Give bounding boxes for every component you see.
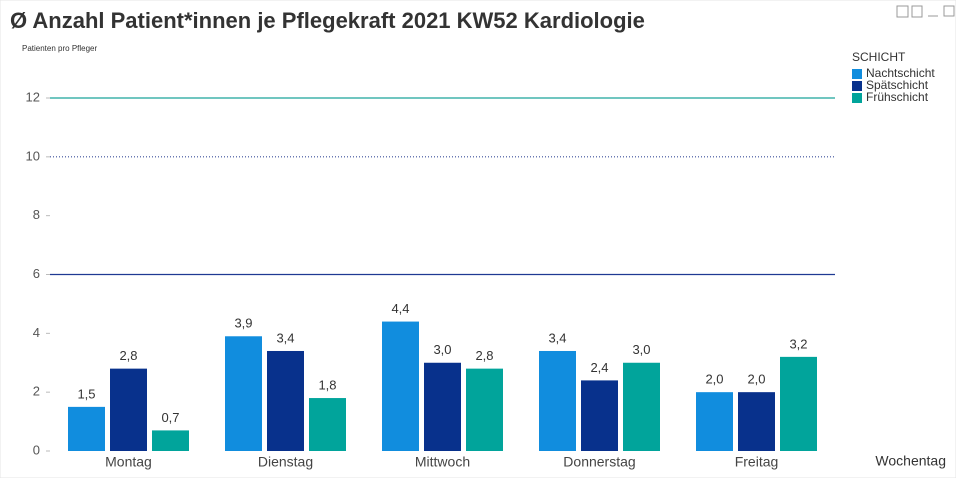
bar bbox=[780, 356, 817, 451]
data-label: 3,2 bbox=[789, 336, 807, 351]
legend-title: SCHICHT bbox=[852, 50, 906, 64]
bar bbox=[110, 368, 147, 451]
y-tick-label: 8 bbox=[33, 207, 40, 222]
y-tick-label: 6 bbox=[33, 266, 40, 281]
icon[interactable] bbox=[943, 5, 955, 17]
x-tick-label: Montag bbox=[105, 454, 152, 470]
y-tick-label: 10 bbox=[26, 148, 40, 163]
data-label: 2,4 bbox=[590, 360, 608, 375]
legend-label: Spätschicht bbox=[866, 78, 929, 92]
icon[interactable] bbox=[911, 5, 923, 18]
bar bbox=[225, 336, 262, 451]
bar bbox=[581, 380, 618, 451]
x-tick-label: Dienstag bbox=[258, 454, 313, 470]
bar bbox=[539, 350, 576, 451]
data-label: 2,0 bbox=[705, 372, 723, 387]
bar bbox=[696, 392, 733, 451]
data-label: 3,4 bbox=[548, 330, 566, 345]
bar bbox=[424, 362, 461, 451]
x-tick-label: Freitag bbox=[735, 454, 779, 470]
bar bbox=[267, 350, 304, 451]
y-tick-label: 2 bbox=[33, 384, 40, 399]
data-label: 0,7 bbox=[161, 410, 179, 425]
bar bbox=[152, 430, 189, 451]
data-label: 3,0 bbox=[433, 342, 451, 357]
toolbar bbox=[896, 5, 955, 18]
data-label: 4,4 bbox=[391, 301, 409, 316]
chart-title: Ø Anzahl Patient*innen je Pflegekraft 20… bbox=[10, 8, 645, 33]
bar bbox=[738, 392, 775, 451]
data-label: 1,8 bbox=[318, 377, 336, 392]
data-label: 3,9 bbox=[234, 316, 252, 331]
x-tick-label: Donnerstag bbox=[563, 454, 635, 470]
y-tick-label: 0 bbox=[33, 442, 40, 457]
bar bbox=[623, 362, 660, 451]
bar bbox=[466, 368, 503, 451]
legend-swatch bbox=[852, 81, 862, 91]
y-axis-label: Patienten pro Pfleger bbox=[22, 44, 97, 53]
legend-swatch bbox=[852, 69, 862, 79]
bar bbox=[382, 321, 419, 451]
x-axis-label: Wochentag bbox=[875, 453, 946, 469]
icon[interactable] bbox=[896, 5, 909, 18]
y-tick-label: 12 bbox=[26, 89, 40, 104]
legend-swatch bbox=[852, 93, 862, 103]
data-label: 2,8 bbox=[475, 348, 493, 363]
data-label: 3,4 bbox=[276, 330, 294, 345]
x-tick-label: Mittwoch bbox=[415, 454, 470, 470]
data-label: 2,8 bbox=[119, 348, 137, 363]
data-label: 3,0 bbox=[632, 342, 650, 357]
bar bbox=[309, 398, 346, 451]
data-label: 2,0 bbox=[747, 372, 765, 387]
data-label: 1,5 bbox=[77, 386, 95, 401]
bar bbox=[68, 406, 105, 451]
legend-label: Frühschicht bbox=[866, 90, 929, 104]
legend-label: Nachtschicht bbox=[866, 66, 935, 80]
y-tick-label: 4 bbox=[33, 325, 40, 340]
